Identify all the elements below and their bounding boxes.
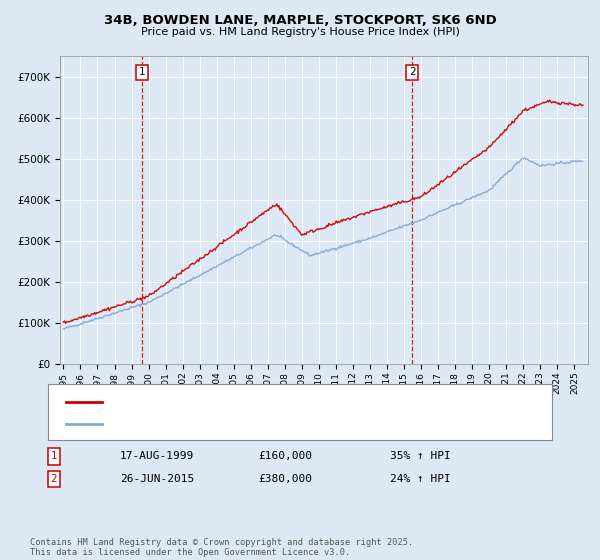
Text: 34B, BOWDEN LANE, MARPLE, STOCKPORT, SK6 6ND (detached house): 34B, BOWDEN LANE, MARPLE, STOCKPORT, SK6… bbox=[114, 396, 484, 407]
Text: 34B, BOWDEN LANE, MARPLE, STOCKPORT, SK6 6ND: 34B, BOWDEN LANE, MARPLE, STOCKPORT, SK6… bbox=[104, 14, 496, 27]
Text: £160,000: £160,000 bbox=[258, 451, 312, 461]
Text: HPI: Average price, detached house, Stockport: HPI: Average price, detached house, Stoc… bbox=[114, 419, 358, 429]
Text: 1: 1 bbox=[139, 67, 145, 77]
Text: 26-JUN-2015: 26-JUN-2015 bbox=[120, 474, 194, 484]
Text: 35% ↑ HPI: 35% ↑ HPI bbox=[390, 451, 451, 461]
Text: Price paid vs. HM Land Registry's House Price Index (HPI): Price paid vs. HM Land Registry's House … bbox=[140, 27, 460, 37]
Text: £380,000: £380,000 bbox=[258, 474, 312, 484]
Text: 24% ↑ HPI: 24% ↑ HPI bbox=[390, 474, 451, 484]
Text: 1: 1 bbox=[50, 451, 58, 461]
Text: 2: 2 bbox=[50, 474, 58, 484]
Text: 17-AUG-1999: 17-AUG-1999 bbox=[120, 451, 194, 461]
Text: Contains HM Land Registry data © Crown copyright and database right 2025.
This d: Contains HM Land Registry data © Crown c… bbox=[30, 538, 413, 557]
Text: 2: 2 bbox=[409, 67, 416, 77]
